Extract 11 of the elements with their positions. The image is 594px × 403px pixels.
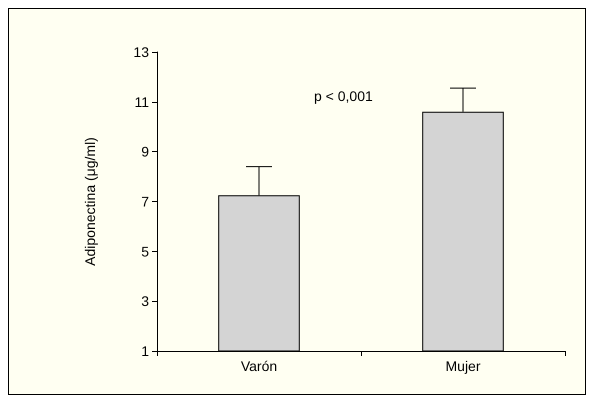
y-tick-label: 3 [141, 293, 150, 310]
y-tick-label: 13 [133, 44, 150, 60]
y-tick-label: 1 [141, 343, 150, 359]
y-axis-title: Adiponectina (μg/ml) [82, 137, 98, 266]
x-tick-label: Varón [240, 358, 278, 374]
y-tick-label: 7 [141, 194, 150, 210]
y-tick-label: 11 [134, 94, 150, 110]
y-tick-label: 5 [141, 243, 150, 260]
annotation: p < 0,001 [314, 88, 373, 104]
x-tick-label: Mujer [445, 358, 481, 374]
y-tick-label: 9 [141, 144, 150, 160]
